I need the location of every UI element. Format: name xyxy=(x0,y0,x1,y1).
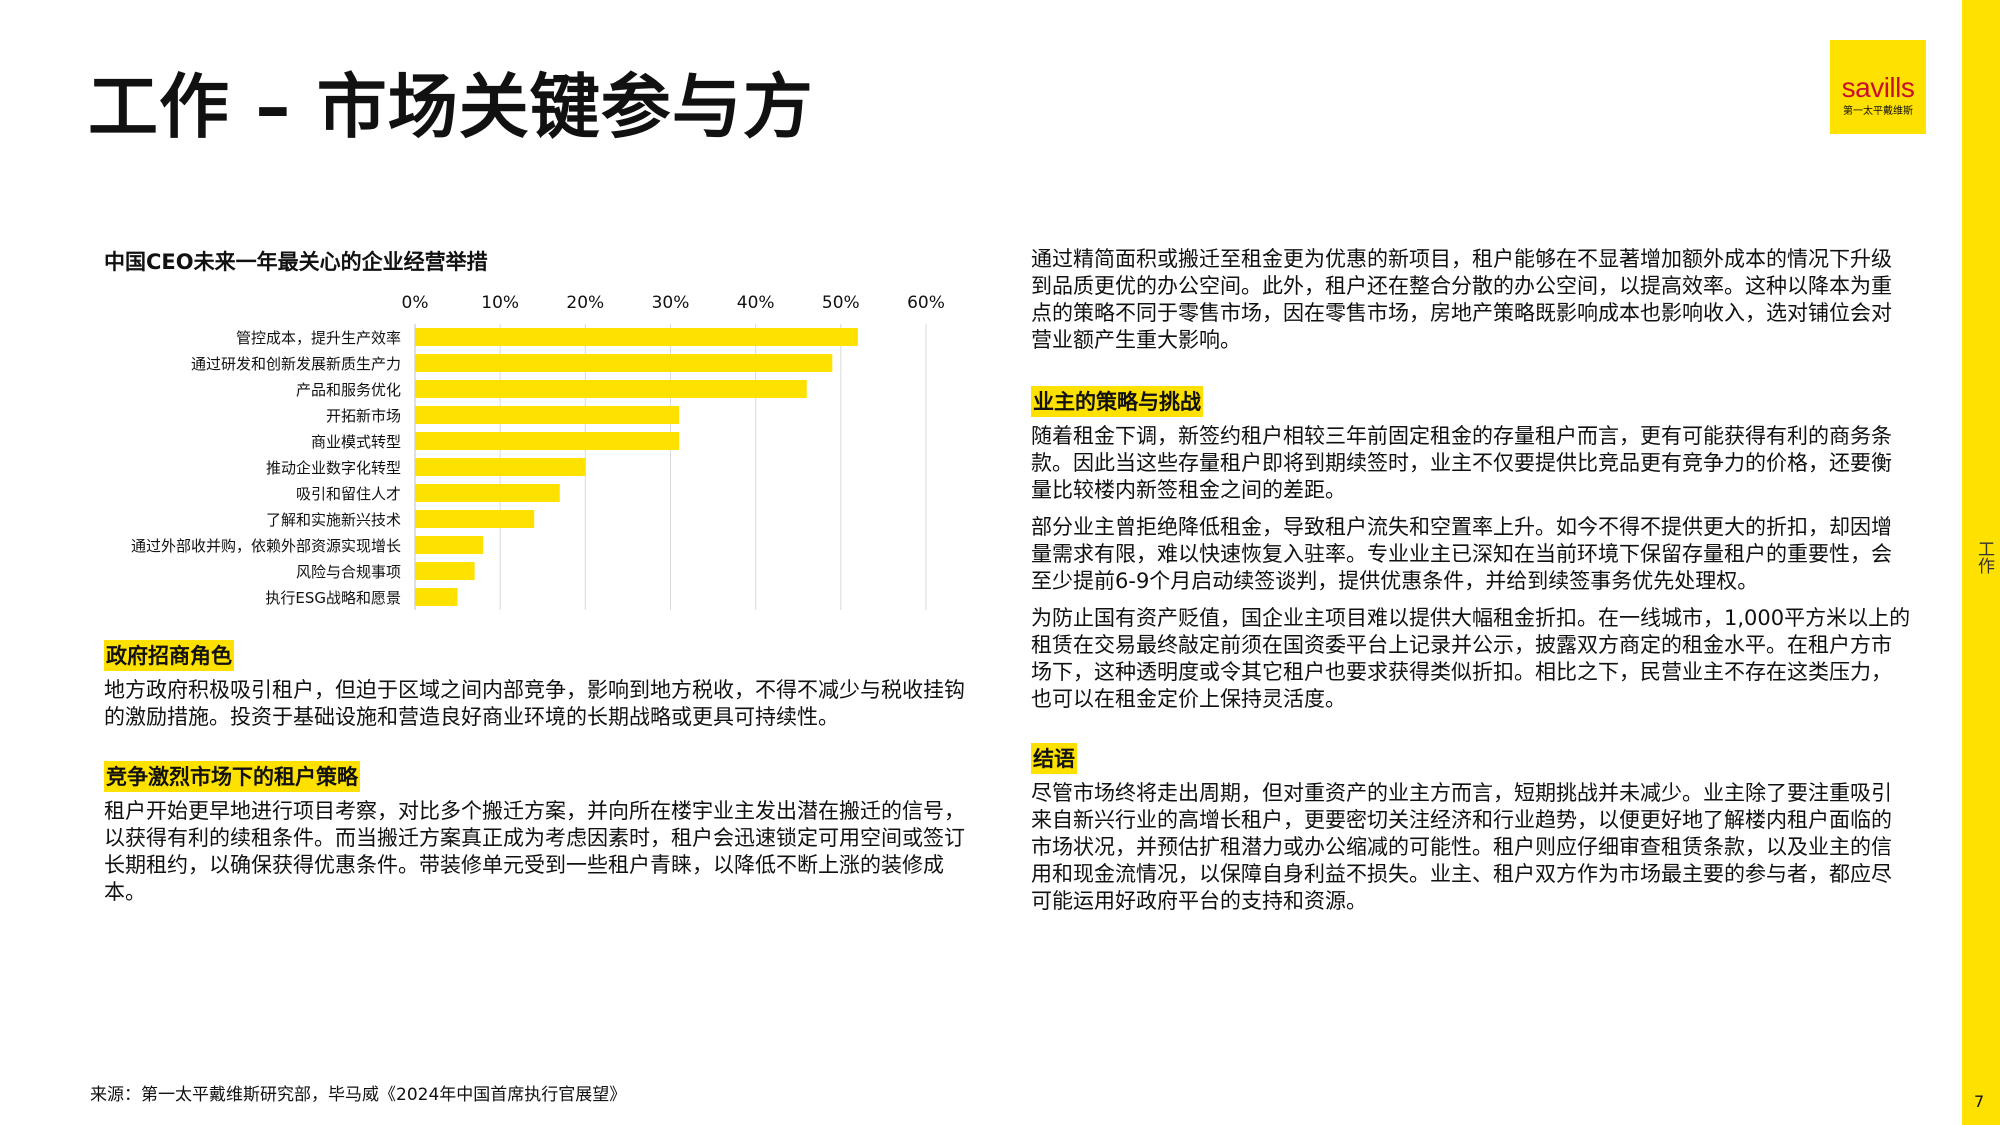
section-heading: 业主的策略与挑战 xyxy=(1031,386,1203,417)
page-number: 7 xyxy=(1974,1092,1985,1111)
page-title: 工作 – 市场关键参与方 xyxy=(88,66,814,148)
bar xyxy=(415,510,535,528)
bar xyxy=(415,588,458,606)
category-label: 了解和实施新兴技术 xyxy=(266,511,401,529)
chart-title: 中国CEO未来一年最关心的企业经营举措 xyxy=(104,250,488,274)
section-tenant-strategy: 竞争激烈市场下的租户策略 租户开始更早地进行项目考察，对比多个搬迁方案，并向所在… xyxy=(104,761,984,906)
category-label: 管控成本，提升生产效率 xyxy=(236,329,401,347)
left-text-column: 政府招商角色 地方政府积极吸引租户，但迫于区域之间内部竞争，影响到地方税收，不得… xyxy=(104,640,984,936)
category-label: 通过外部收并购，依赖外部资源实现增长 xyxy=(131,537,401,555)
logo-subtitle: 第一太平戴维斯 xyxy=(1843,106,1913,117)
category-label: 吸引和留住人才 xyxy=(296,485,401,503)
section-paragraph: 租户开始更早地进行项目考察，对比多个搬迁方案，并向所在楼宇业主发出潜在搬迁的信号… xyxy=(104,799,965,904)
section-heading: 政府招商角色 xyxy=(104,640,234,671)
category-label: 产品和服务优化 xyxy=(296,381,401,399)
side-accent-bar: 工作 7 xyxy=(1962,0,2000,1125)
section-landlord-strategy: 业主的策略与挑战 随着租金下调，新签约租户相较三年前固定租金的存量租户而言，更有… xyxy=(1031,386,1911,713)
section-paragraph: 随着租金下调，新签约租户相较三年前固定租金的存量租户而言，更有可能获得有利的商务… xyxy=(1031,424,1892,502)
category-label: 执行ESG战略和愿景 xyxy=(265,589,401,607)
x-tick-label: 10% xyxy=(481,293,519,313)
bar-chart: 0% 10% 20% 30% 40% 50% 60% 管控成本，提升生产效率通过研发和创新发展… xyxy=(131,293,945,610)
section-paragraph: 尽管市场终将走出周期，但对重资产的业主方而言，短期挑战并未减少。业主除了要注重吸… xyxy=(1031,781,1892,913)
bar xyxy=(415,536,484,554)
right-text-column: 通过精简面积或搬迁至租金更为优惠的新项目，租户能够在不显著增加额外成本的情况下升… xyxy=(1031,246,1911,945)
x-tick-label: 20% xyxy=(566,293,604,313)
category-label: 风险与合规事项 xyxy=(296,563,401,581)
bar xyxy=(415,484,560,502)
bar xyxy=(415,380,807,398)
source-note: 来源：第一太平戴维斯研究部，毕马威《2024年中国首席执行官展望》 xyxy=(90,1085,627,1105)
section-heading: 竞争激烈市场下的租户策略 xyxy=(104,761,360,792)
x-tick-label: 40% xyxy=(737,293,775,313)
section-conclusion: 结语 尽管市场终将走出周期，但对重资产的业主方而言，短期挑战并未减少。业主除了要… xyxy=(1031,743,1911,915)
bar xyxy=(415,432,680,450)
bar xyxy=(415,406,680,424)
x-tick-label: 50% xyxy=(822,293,860,313)
x-tick-label: 60% xyxy=(907,293,945,313)
section-paragraph: 地方政府积极吸引租户，但迫于区域之间内部竞争，影响到地方税收，不得不减少与税收挂… xyxy=(104,678,965,729)
savills-logo: savills 第一太平戴维斯 xyxy=(1830,40,1926,134)
x-tick-label: 0% xyxy=(402,293,429,313)
category-label: 开拓新市场 xyxy=(326,407,401,425)
bar xyxy=(415,562,475,580)
side-section-label: 工作 xyxy=(1974,540,1994,574)
category-label: 商业模式转型 xyxy=(311,433,401,451)
category-label: 通过研发和创新发展新质生产力 xyxy=(191,355,401,373)
section-heading: 结语 xyxy=(1031,743,1077,774)
category-label: 推动企业数字化转型 xyxy=(266,459,401,477)
section-paragraph: 为防止国有资产贬值，国企业主项目难以提供大幅租金折扣。在一线城市，1,000平方… xyxy=(1031,606,1911,711)
bar xyxy=(415,458,586,476)
section-government-role: 政府招商角色 地方政府积极吸引租户，但迫于区域之间内部竞争，影响到地方税收，不得… xyxy=(104,640,984,731)
logo-wordmark: savills xyxy=(1841,72,1915,103)
intro-paragraph: 通过精简面积或搬迁至租金更为优惠的新项目，租户能够在不显著增加额外成本的情况下升… xyxy=(1031,247,1892,352)
x-tick-label: 30% xyxy=(652,293,690,313)
bar xyxy=(415,354,833,372)
bar xyxy=(415,328,858,346)
section-paragraph: 部分业主曾拒绝降低租金，导致租户流失和空置率上升。如今不得不提供更大的折扣，却因… xyxy=(1031,515,1892,593)
